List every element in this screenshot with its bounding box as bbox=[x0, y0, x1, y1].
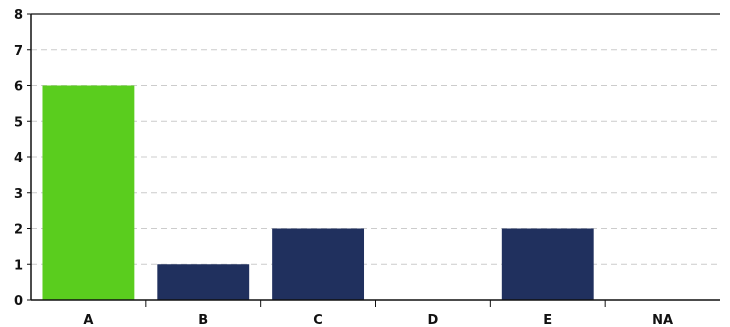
bar-e bbox=[501, 228, 594, 300]
y-tick-label-1: 1 bbox=[14, 258, 23, 273]
bar-b bbox=[157, 264, 250, 300]
x-tick-label-b: B bbox=[198, 313, 208, 327]
y-tick-label-5: 5 bbox=[14, 115, 23, 130]
x-tick-labels: A B C D E NA bbox=[83, 313, 673, 327]
y-tick-label-4: 4 bbox=[14, 151, 23, 166]
bar-a bbox=[42, 85, 135, 300]
y-tick-label-6: 6 bbox=[14, 80, 23, 95]
x-tick-label-e: E bbox=[543, 313, 552, 327]
x-tick-label-na: NA bbox=[652, 313, 673, 327]
y-tick-label-2: 2 bbox=[14, 223, 23, 238]
bars bbox=[42, 85, 594, 300]
x-tick-label-c: C bbox=[313, 313, 323, 327]
y-tick-label-3: 3 bbox=[14, 187, 23, 202]
x-tick-label-a: A bbox=[83, 313, 93, 327]
x-tick-label-d: D bbox=[428, 313, 439, 327]
bar-c bbox=[272, 228, 365, 300]
axes bbox=[27, 13, 720, 307]
y-tick-label-8: 8 bbox=[14, 8, 23, 23]
gridlines bbox=[31, 49, 720, 265]
y-tick-labels: 0 1 2 3 4 5 6 7 8 bbox=[14, 8, 23, 309]
y-tick-label-7: 7 bbox=[14, 44, 23, 59]
y-tick-label-0: 0 bbox=[14, 294, 23, 309]
